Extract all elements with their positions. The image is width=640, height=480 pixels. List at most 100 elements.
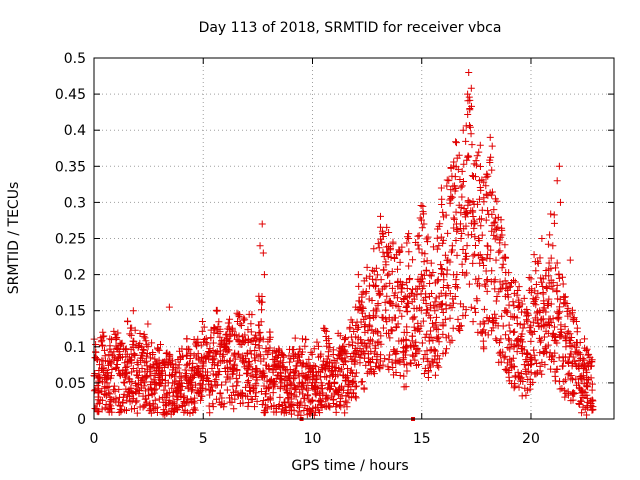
data-point [518,300,526,308]
data-point [453,270,461,278]
data-point [568,306,576,314]
data-point [566,330,574,338]
data-point [537,336,545,344]
data-point [413,291,421,299]
data-point [469,208,477,216]
y-tick-label: 0.2 [64,268,86,284]
data-point [431,307,439,315]
data-point [385,365,393,373]
data-point [407,360,415,368]
data-point [549,329,557,337]
data-point [553,365,561,373]
data-point [453,227,461,235]
data-point [291,334,299,342]
data-point [228,324,236,332]
data-point [278,349,286,357]
data-point [578,397,586,405]
data-point [324,380,332,388]
data-point [173,392,181,400]
data-point [187,378,195,386]
data-point [263,403,271,411]
data-point [186,409,194,417]
data-point [325,402,333,410]
data-point [93,356,101,364]
data-point [130,337,138,345]
data-point [131,326,139,334]
data-point [301,342,309,350]
data-point [562,343,570,351]
data-point [305,355,313,363]
data-point [468,141,476,149]
data-point [499,322,507,330]
data-point [490,278,498,286]
data-point [423,257,431,265]
data-point [566,310,574,318]
data-point [458,193,466,201]
data-point [352,333,360,341]
data-point [129,341,137,349]
data-point [415,232,423,240]
data-point [432,321,440,329]
data-point [206,409,214,417]
data-point [560,299,568,307]
data-point [237,321,245,329]
data-point [289,354,297,362]
data-point [458,167,466,175]
data-point [157,380,165,388]
data-point [543,285,551,293]
data-point [226,332,234,340]
data-point [539,275,547,283]
data-point [304,379,312,387]
data-point [409,256,417,264]
data-point [126,330,134,338]
data-point [341,409,349,417]
data-point [396,307,404,315]
data-point [123,406,131,414]
data-point [289,401,297,409]
data-point [458,182,466,190]
data-point [370,245,378,253]
data-point [547,300,555,308]
data-point [433,234,441,242]
data-point [256,351,264,359]
data-point [506,327,514,335]
data-point [260,369,268,377]
data-point [411,356,419,364]
data-point [393,323,401,331]
data-point [527,328,535,336]
data-point [564,304,572,312]
data-point [257,388,265,396]
data-point [471,304,479,312]
data-point [379,361,387,369]
data-point [458,229,466,237]
data-point [210,355,218,363]
data-point [282,404,290,412]
data-point [491,310,499,318]
data-point [146,368,154,376]
data-point [368,275,376,283]
data-point [545,259,553,267]
data-point [326,344,334,352]
data-point [556,385,564,393]
data-point [553,177,561,185]
data-point [561,293,569,301]
data-point [514,341,522,349]
data-point [318,404,326,412]
data-point [246,360,254,368]
data-point [485,315,493,323]
data-point [341,348,349,356]
data-point [583,411,591,419]
data-point [520,320,528,328]
data-point [488,210,496,218]
y-axis-label: SRMTID / TECUs [6,182,22,295]
data-point [149,361,157,369]
data-point [584,383,592,391]
data-point [265,365,273,373]
data-point [251,393,259,400]
data-point [539,282,547,290]
data-point [260,409,268,417]
data-point [470,224,478,232]
data-point [589,405,597,413]
data-point [469,197,477,205]
data-point [230,367,238,375]
